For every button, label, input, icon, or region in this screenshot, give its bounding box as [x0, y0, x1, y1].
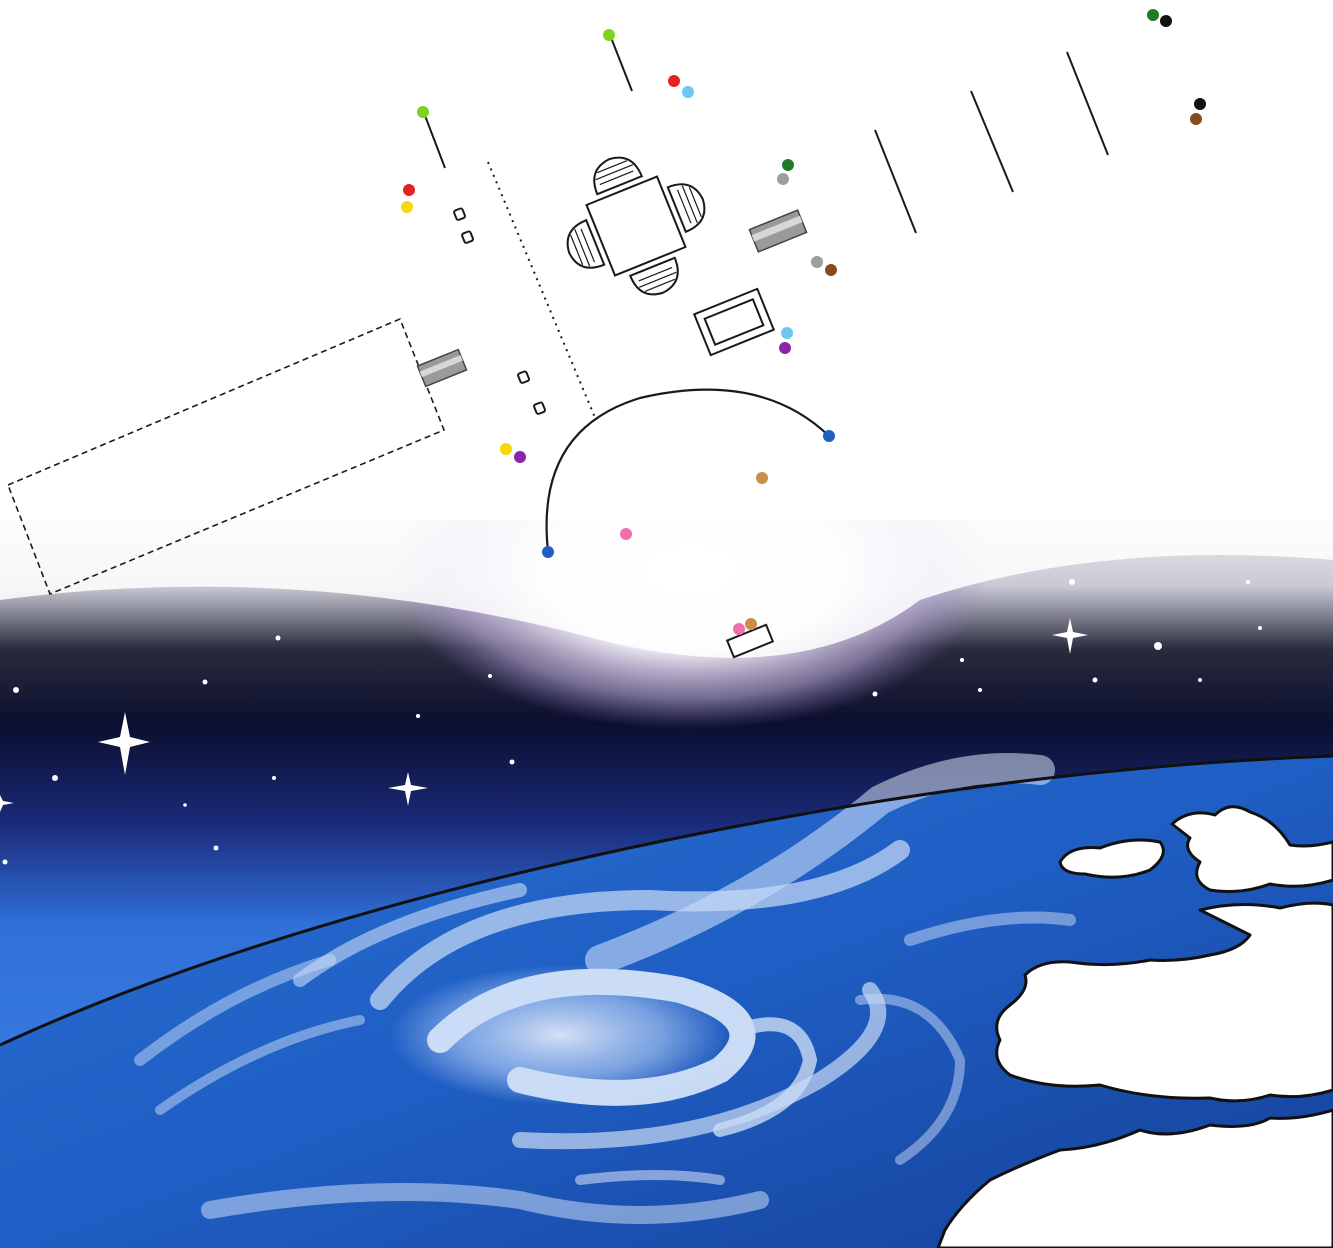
earth-icon [0, 753, 1333, 1248]
gray-pipe-icon [748, 209, 808, 253]
land-europe [995, 901, 1333, 1103]
dashed-rectangle-icon [6, 317, 446, 596]
star-icons [0, 579, 1262, 865]
floor-plan [6, 34, 1109, 659]
small-box-icons [453, 207, 546, 415]
divider-lines [423, 34, 1109, 234]
screen-frame-icon [692, 287, 776, 357]
land-masses [936, 805, 1333, 1248]
earth-horizon-line [0, 754, 1333, 1047]
cloud-swirls [134, 753, 1076, 1224]
land-lower-mass [936, 1108, 1333, 1248]
space-band-shading [0, 520, 1333, 658]
upper-white-fade [0, 0, 1333, 520]
land-ireland [1058, 838, 1165, 879]
gray-pipe-icon [416, 348, 468, 388]
curved-path-icon [545, 388, 830, 552]
colored-markers [401, 9, 1206, 635]
small-box-icon [725, 623, 775, 659]
table-with-four-chairs-icon [566, 156, 706, 296]
